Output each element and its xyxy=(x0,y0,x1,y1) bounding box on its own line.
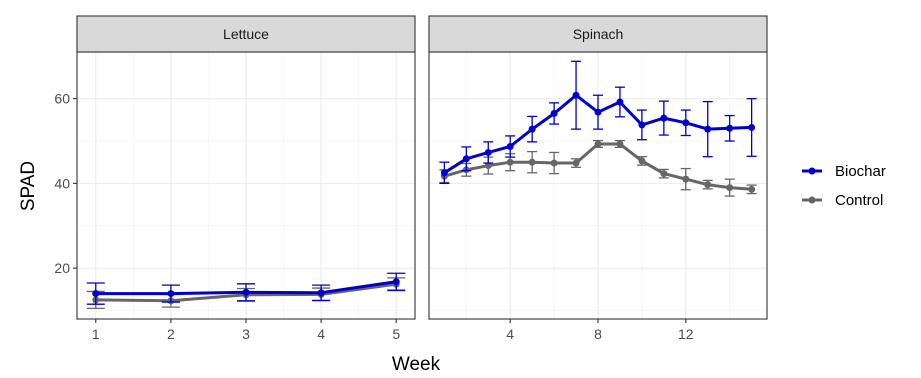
data-point-biochar xyxy=(440,169,448,177)
data-point-control xyxy=(550,159,558,167)
data-point-biochar xyxy=(462,155,470,163)
data-point-biochar xyxy=(242,288,250,296)
data-point-biochar xyxy=(638,121,646,129)
facet-label-spinach: Spinach xyxy=(573,26,624,42)
x-tick-label: 1 xyxy=(92,326,100,342)
data-point-control xyxy=(638,157,646,165)
data-point-biochar xyxy=(528,125,536,133)
data-point-biochar xyxy=(682,119,690,127)
facet-label-lettuce: Lettuce xyxy=(223,26,269,42)
legend-label-control: Control xyxy=(835,192,883,209)
x-tick-label: 8 xyxy=(594,326,602,342)
y-tick-label: 60 xyxy=(54,91,70,107)
x-tick-label: 4 xyxy=(506,326,514,342)
facet-strip-lettuce xyxy=(76,15,416,53)
data-point-control xyxy=(726,184,734,192)
data-point-control xyxy=(660,170,668,178)
facet-strip-spinach xyxy=(428,15,768,53)
panel-lettuce: Lettuce 1 2 3 4 5 20 40 60 xyxy=(54,15,416,342)
data-point-biochar xyxy=(660,114,668,122)
legend: Biochar Control xyxy=(802,163,886,209)
data-point-biochar xyxy=(550,109,558,117)
data-point-control xyxy=(616,140,624,148)
y-tick-label: 40 xyxy=(54,175,70,191)
data-point-biochar xyxy=(506,143,514,151)
legend-label-biochar: Biochar xyxy=(835,163,886,180)
data-point-control xyxy=(594,140,602,148)
data-point-biochar xyxy=(92,290,100,298)
data-point-control xyxy=(682,175,690,183)
legend-key-control-point xyxy=(808,196,816,204)
x-tick-label: 12 xyxy=(678,326,694,342)
data-point-control xyxy=(704,181,712,189)
data-point-biochar xyxy=(704,125,712,133)
data-point-control xyxy=(506,158,514,166)
data-point-biochar xyxy=(594,108,602,116)
y-tick-label: 20 xyxy=(54,260,70,276)
x-tick-label: 3 xyxy=(242,326,250,342)
data-point-biochar xyxy=(748,123,756,131)
data-point-biochar xyxy=(572,91,580,99)
x-tick-label: 2 xyxy=(167,326,175,342)
series-lettuce-biochar xyxy=(86,272,406,305)
legend-item-control: Control xyxy=(802,192,883,209)
data-point-control xyxy=(748,185,756,193)
data-point-control xyxy=(528,158,536,166)
data-point-biochar xyxy=(167,290,175,298)
data-point-biochar xyxy=(484,148,492,156)
x-tick-label: 5 xyxy=(392,326,400,342)
x-axis-title: Week xyxy=(392,354,441,375)
legend-item-biochar: Biochar xyxy=(802,163,886,180)
legend-key-biochar-point xyxy=(808,167,816,175)
data-point-control xyxy=(572,159,580,167)
series-spinach-biochar xyxy=(439,60,757,185)
data-point-biochar xyxy=(726,124,734,132)
data-point-control xyxy=(484,162,492,170)
data-point-biochar xyxy=(317,289,325,297)
x-tick-label: 4 xyxy=(317,326,325,342)
data-point-biochar xyxy=(616,98,624,106)
y-axis-title: SPAD xyxy=(18,161,39,211)
panel-spinach: Spinach 4 8 12 xyxy=(428,15,768,342)
data-point-biochar xyxy=(392,278,400,286)
